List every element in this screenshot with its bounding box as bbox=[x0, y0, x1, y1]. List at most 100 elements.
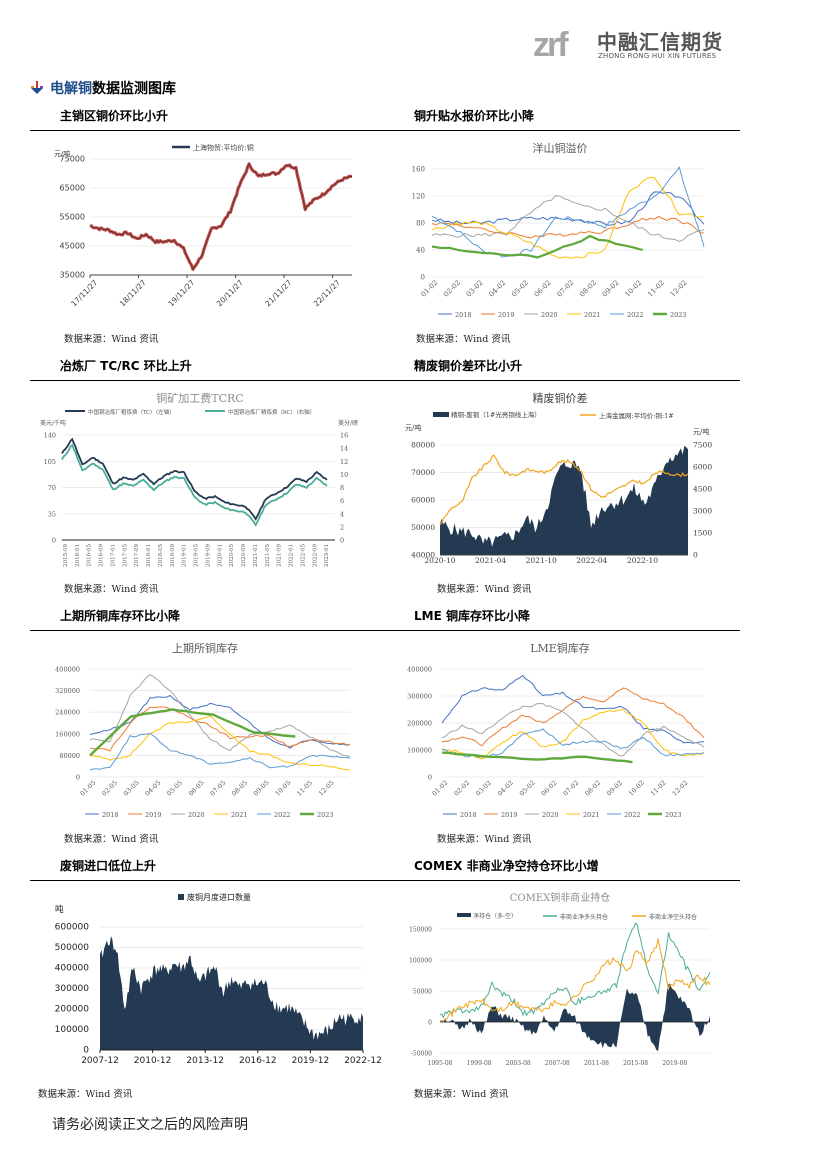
panel-heading: 冶炼厂 TC/RC 环比上升 bbox=[60, 359, 192, 373]
y-tick-label: 40000 bbox=[411, 551, 435, 560]
x-tick-label: 20/11/27 bbox=[215, 278, 245, 308]
series-line-2021 bbox=[441, 709, 705, 760]
y-axis-unit: 元/吨 bbox=[405, 423, 421, 432]
y-tick-label: 35 bbox=[48, 510, 56, 518]
legend-label: 2019 bbox=[501, 811, 518, 819]
divider bbox=[30, 630, 740, 631]
y-tick-label: 320000 bbox=[55, 687, 80, 695]
x-tick-label: 2018-05 bbox=[158, 544, 164, 567]
chart-tcrc: 铜矿加工费TCRC 中国铜冶炼厂粗炼费（TC）（左轴） 中国铜冶炼厂精炼费（RC）（… bbox=[40, 391, 358, 567]
chart-title: 精废铜价差 bbox=[533, 391, 588, 405]
y-tick-label: 70 bbox=[48, 484, 56, 492]
x-tick-label: 2016-01 bbox=[75, 544, 81, 567]
x-tick-label: 2022-05 bbox=[300, 544, 306, 567]
panel-heading: COMEX 非商业净空持仓环比小增 bbox=[414, 859, 599, 873]
x-tick-label: 2013-12 bbox=[186, 1056, 224, 1066]
legend-label: 非商业净多头持仓 bbox=[560, 913, 608, 921]
x-tick-label: 06-05 bbox=[187, 779, 206, 798]
chart-yangshan-premium: 洋山铜溢价 160 120 80 40 001-02 02-02 03-02 04-02 05-0… bbox=[412, 141, 705, 319]
x-tick-label: 2020-10 bbox=[424, 556, 455, 565]
data-source: 数据来源：Wind 资讯 bbox=[437, 834, 532, 845]
y-tick-label: 50000 bbox=[411, 523, 435, 532]
x-tick-label: 09-02 bbox=[601, 279, 621, 299]
y-tick-label: 75000 bbox=[60, 155, 85, 164]
chart-lme-inventory: LME铜库存 400000 300000 200000 100000 001-02 02-0… bbox=[407, 641, 705, 819]
x-tick-label: 02-02 bbox=[442, 279, 462, 299]
x-tick-label: 11-05 bbox=[295, 779, 314, 798]
x-tick-label: 2021-09 bbox=[277, 544, 283, 567]
x-tick-label: 07-02 bbox=[561, 779, 580, 798]
y-tick-label: 200000 bbox=[407, 720, 432, 728]
x-tick-label: 2015-09 bbox=[63, 544, 69, 567]
y-tick-label: 50000 bbox=[413, 989, 432, 996]
legend-label: 2022 bbox=[627, 311, 644, 319]
y-tick-label: 100000 bbox=[407, 747, 432, 755]
logo-cn: 中融汇信期货 bbox=[597, 30, 723, 54]
y2-tick-label: 16 bbox=[340, 432, 348, 440]
legend-swatch bbox=[457, 913, 471, 917]
x-tick-label: 2021-01 bbox=[253, 544, 259, 567]
x-tick-label: 2022-04 bbox=[576, 556, 607, 565]
panel-heading: LME 铜库存环比小降 bbox=[414, 609, 530, 623]
chart-title: 铜矿加工费TCRC bbox=[156, 391, 243, 405]
y-tick-label: 105 bbox=[44, 458, 56, 466]
x-tick-label: 10-02 bbox=[623, 279, 643, 299]
series-line-2019 bbox=[89, 706, 351, 752]
y-tick-label: 100000 bbox=[409, 958, 432, 965]
chart-title: 洋山铜溢价 bbox=[533, 141, 588, 155]
x-tick-label: 06-02 bbox=[533, 279, 553, 299]
legend-label: 中国铜冶炼厂粗炼费（TC）（左轴） bbox=[88, 408, 175, 416]
x-tick-label: 02-05 bbox=[100, 779, 119, 798]
x-tick-label: 12-02 bbox=[669, 279, 689, 299]
y-axis-unit: 元/吨 bbox=[54, 149, 70, 158]
panel-heading: 废铜进口低位上升 bbox=[60, 859, 157, 873]
x-tick-label: 2021-04 bbox=[475, 556, 506, 565]
y-axis-unit: 吨 bbox=[55, 904, 64, 915]
legend-label: 2023 bbox=[317, 811, 334, 819]
series-line-2021 bbox=[431, 176, 705, 259]
y-tick-label: 45000 bbox=[60, 242, 85, 251]
data-source: 数据来源：Wind 资讯 bbox=[64, 834, 159, 845]
y-tick-label: 0 bbox=[428, 774, 432, 782]
series-area-imports bbox=[100, 936, 363, 1050]
series-line-rc bbox=[61, 443, 328, 527]
legend-label: 2018 bbox=[102, 811, 119, 819]
series-line-tc bbox=[61, 437, 328, 521]
series-line-2020 bbox=[89, 674, 351, 758]
company-logo: zrf 中融汇信期货 ZHONG RONG HUI XIN FUTURES bbox=[527, 18, 727, 64]
data-source: 数据来源：Wind 资讯 bbox=[38, 1089, 133, 1100]
legend-label: 精铜-废铜（1#光亮铜线上海） bbox=[451, 410, 541, 419]
x-tick-label: 2016-09 bbox=[99, 544, 105, 567]
x-tick-label: 2019-12 bbox=[292, 1056, 330, 1066]
y-tick-label: 150000 bbox=[409, 927, 432, 934]
y-tick-label: 160 bbox=[412, 166, 425, 174]
x-tick-label: 2007-08 bbox=[545, 1060, 570, 1067]
x-tick-label: 04-02 bbox=[487, 279, 507, 299]
data-source: 数据来源：Wind 资讯 bbox=[437, 584, 532, 595]
legend-swatch bbox=[433, 412, 449, 417]
x-tick-label: 02-02 bbox=[452, 779, 471, 798]
series-line-2019 bbox=[441, 687, 705, 747]
y-tick-label: 200000 bbox=[55, 1005, 90, 1015]
y-tick-label: 0 bbox=[421, 274, 425, 282]
y2-tick-label: 4 bbox=[340, 510, 344, 518]
series-line-2023 bbox=[431, 234, 643, 259]
series-line-2020 bbox=[441, 702, 705, 757]
y-tick-label: 65000 bbox=[60, 184, 85, 193]
y-tick-label: 0 bbox=[83, 1046, 89, 1056]
x-tick-label: 2018-01 bbox=[146, 544, 152, 567]
x-tick-label: 06-02 bbox=[540, 779, 559, 798]
y2-tick-label: 6 bbox=[340, 497, 344, 505]
chart-title: LME铜库存 bbox=[530, 641, 590, 655]
y-tick-label: 70000 bbox=[411, 468, 435, 477]
y-tick-label: 240000 bbox=[55, 709, 80, 717]
x-tick-label: 2020-01 bbox=[217, 544, 223, 567]
series-line-long bbox=[439, 922, 711, 1019]
section-title: 电解铜数据监测图库 bbox=[30, 78, 176, 98]
x-tick-label: 2022-12 bbox=[344, 1056, 382, 1066]
series-area-spread bbox=[440, 445, 688, 555]
y2-tick-label: 7500 bbox=[693, 441, 712, 450]
legend-label: 2019 bbox=[498, 311, 515, 319]
